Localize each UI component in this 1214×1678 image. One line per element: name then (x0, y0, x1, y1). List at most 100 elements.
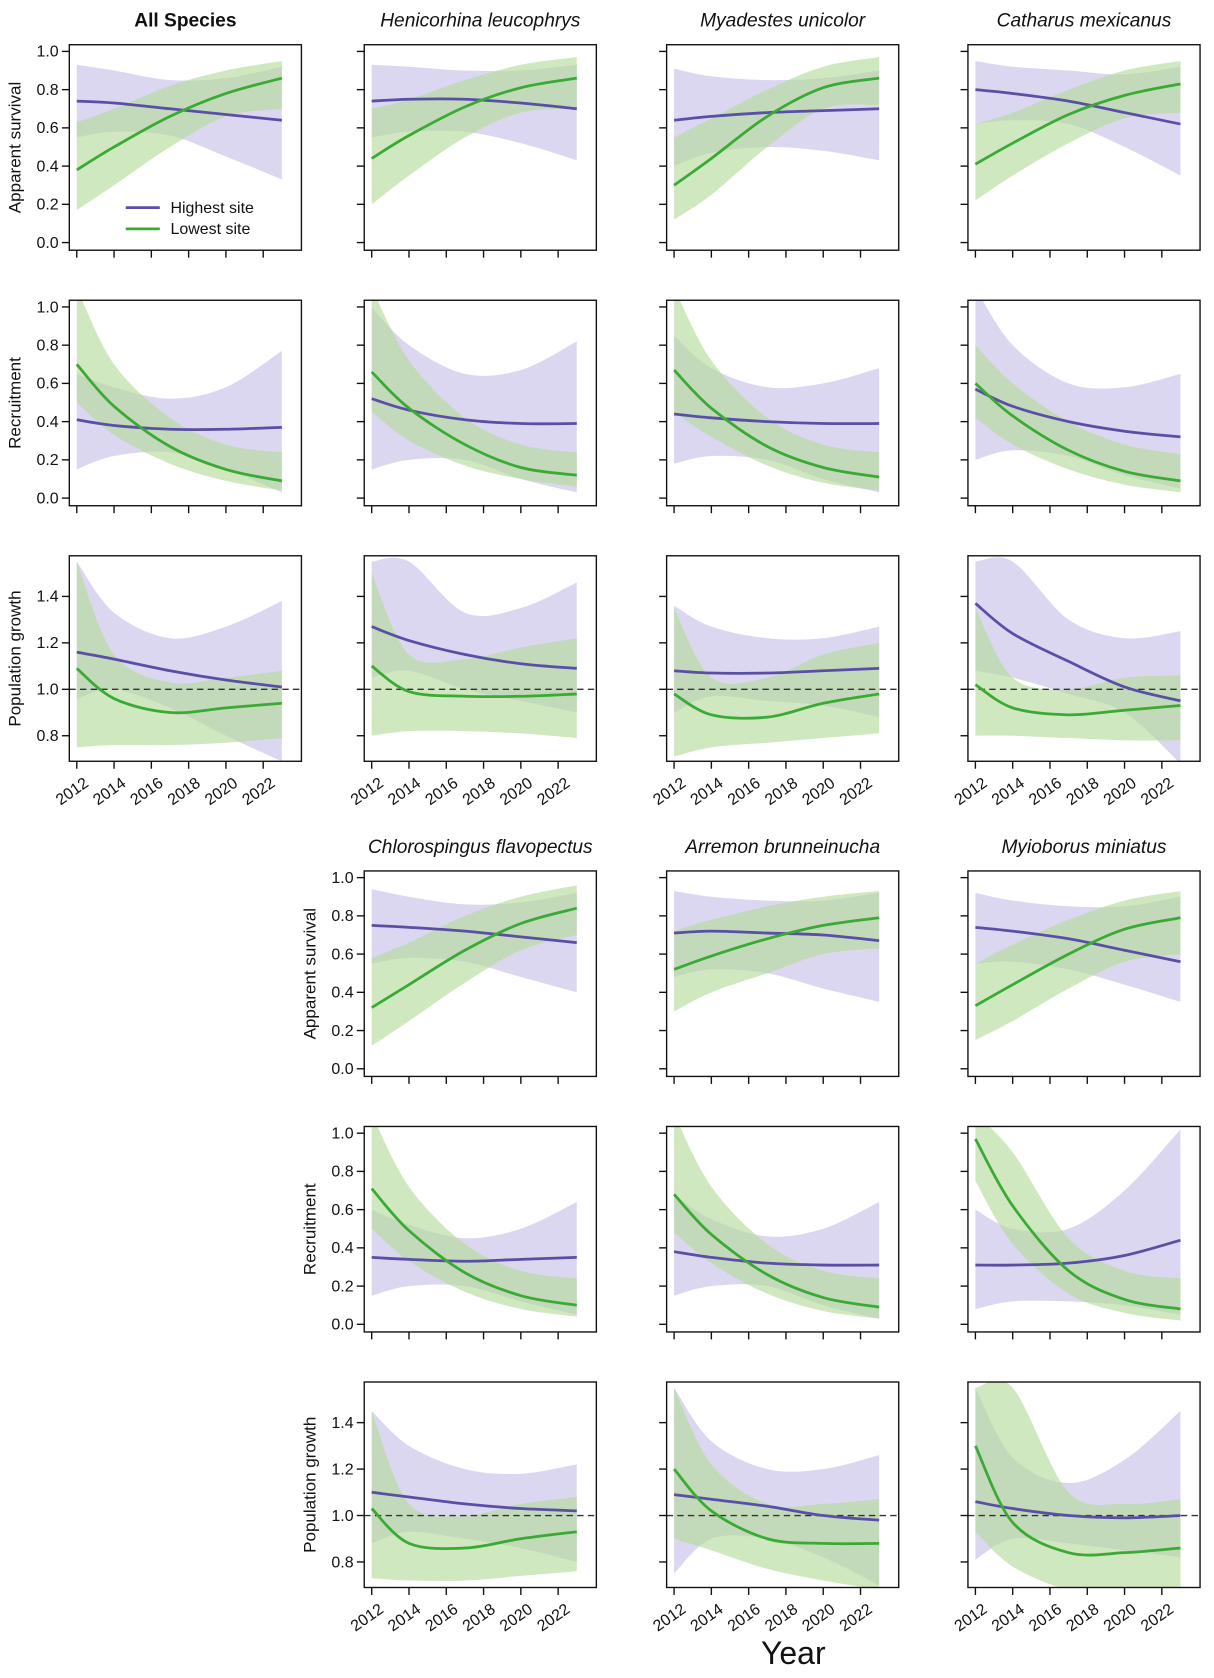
x-tick-label: 2018 (1063, 1601, 1102, 1635)
x-tick-label: 2022 (1138, 1601, 1177, 1635)
series-line (975, 925, 1181, 964)
y-tick-label: 0.8 (36, 82, 58, 99)
y-tick-label: 0.0 (331, 1317, 353, 1334)
x-tick-label: 2020 (799, 1601, 838, 1635)
y-tick-label: 1.0 (331, 870, 353, 887)
x-tick-label: 2014 (688, 775, 727, 809)
series-line (76, 99, 282, 122)
plot-frame (967, 44, 1201, 251)
panel (370, 300, 577, 493)
series-line (673, 1250, 880, 1267)
y-tick-label: 1.2 (36, 635, 58, 652)
confidence-band (975, 1126, 1181, 1321)
y-tick-label: 0.4 (36, 414, 58, 431)
plot-frame (665, 1381, 900, 1589)
confidence-band (975, 608, 1181, 741)
panel-title: Myioborus miniatus (1001, 837, 1166, 858)
series-line (673, 692, 880, 720)
x-tick-label: 2016 (423, 1601, 462, 1635)
x-tick-label: 2022 (837, 1601, 876, 1635)
plot-frame (665, 44, 900, 251)
plot-frame (665, 870, 900, 1078)
panel (974, 300, 1181, 493)
series-line (673, 667, 880, 675)
y-tick-label: 0.6 (331, 946, 353, 963)
x-tick-label: 2020 (497, 1601, 536, 1635)
x-tick-label: 2020 (497, 775, 536, 809)
plot-frame (967, 1381, 1201, 1589)
x-tick-label: 2016 (423, 775, 462, 809)
panel (76, 60, 283, 211)
x-tick-label: 2022 (239, 775, 278, 809)
y-tick-label: 0.4 (331, 985, 353, 1002)
y-tick-label: 0.8 (36, 337, 58, 354)
panel (370, 1126, 578, 1317)
y-tick-label: 0.6 (331, 1202, 353, 1219)
series-line (673, 916, 880, 971)
x-tick-label: 2016 (1026, 775, 1065, 809)
series-line (371, 97, 577, 111)
plot-frame (665, 555, 900, 762)
series-line (371, 924, 577, 945)
series-line (75, 667, 282, 715)
series-line (370, 664, 577, 699)
y-tick-label: 1.0 (36, 299, 58, 316)
x-tick-label: 2014 (385, 1601, 424, 1635)
plot-frame (68, 44, 303, 251)
y-tick-label: 1.0 (331, 1125, 353, 1142)
plot-frame (967, 299, 1201, 507)
x-tick-label: 2014 (989, 775, 1028, 809)
panel (75, 300, 283, 493)
y-tick-label: 0.0 (36, 235, 58, 252)
x-tick-label: 2016 (725, 775, 764, 809)
x-axis-label: Year (761, 1635, 826, 1671)
confidence-band (674, 1387, 880, 1588)
x-tick-label: 2018 (762, 775, 801, 809)
panel (69, 561, 302, 762)
series-line (370, 76, 578, 160)
series-line (76, 418, 282, 432)
x-tick-label: 2012 (952, 1601, 991, 1635)
legend-label: Lowest site (170, 221, 250, 238)
series-line (673, 76, 880, 187)
confidence-band (674, 608, 880, 757)
panel (370, 57, 578, 205)
panel (370, 885, 578, 1046)
x-tick-label: 2018 (165, 775, 204, 809)
y-tick-label: 0.4 (36, 158, 58, 175)
x-tick-label: 2016 (725, 1601, 764, 1635)
x-tick-label: 2012 (650, 775, 689, 809)
y-axis-label: Population growth (5, 590, 24, 726)
x-tick-label: 2020 (1101, 775, 1140, 809)
y-tick-label: 0.4 (331, 1240, 353, 1257)
series-line (974, 1138, 1181, 1311)
plot-frame (665, 299, 900, 507)
confidence-band (76, 300, 282, 491)
confidence-band (975, 60, 1181, 201)
series-line (974, 1445, 1181, 1557)
confidence-band (76, 561, 282, 748)
series-line (974, 382, 1181, 483)
panel-title: Henicorhina leucophrys (380, 11, 581, 32)
series-line (674, 929, 880, 943)
series-line (76, 76, 283, 172)
x-tick-label: 2020 (202, 775, 241, 809)
x-tick-label: 2022 (1138, 775, 1177, 809)
x-tick-label: 2020 (1101, 1601, 1140, 1635)
y-tick-label: 0.8 (331, 1164, 353, 1181)
panel (666, 1387, 899, 1588)
x-tick-label: 2012 (952, 775, 991, 809)
series-line (673, 412, 880, 426)
x-tick-label: 2018 (460, 775, 499, 809)
panel (974, 891, 1181, 1041)
plot-frame (967, 1125, 1201, 1333)
y-tick-label: 1.0 (36, 682, 58, 699)
y-tick-label: 1.0 (36, 44, 58, 61)
plot-frame (665, 1125, 900, 1333)
panel (673, 1126, 880, 1319)
y-axis-label: Recruitment (5, 357, 24, 449)
x-tick-label: 2018 (460, 1601, 499, 1635)
x-tick-label: 2022 (534, 1601, 573, 1635)
x-tick-label: 2018 (762, 1601, 801, 1635)
panel-title: Myadestes unicolor (700, 11, 867, 32)
